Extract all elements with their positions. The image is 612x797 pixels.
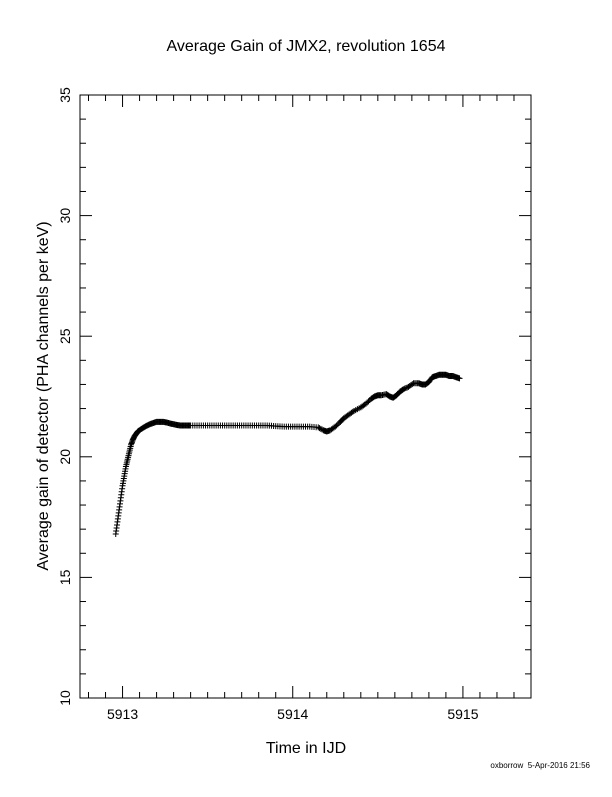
data-point xyxy=(402,385,409,392)
axis-tick-labels: 5913 5914 5915 10 15 20 25 30 35 xyxy=(57,87,479,722)
x-tick-label: 5915 xyxy=(447,706,478,722)
data-point xyxy=(400,386,407,393)
data-point xyxy=(401,385,408,392)
data-point xyxy=(409,381,416,388)
x-tick-label: 5914 xyxy=(277,706,308,722)
y-tick-label: 25 xyxy=(57,328,73,344)
data-point xyxy=(317,425,324,432)
data-point xyxy=(456,375,463,382)
data-point xyxy=(315,424,322,431)
y-tick-label: 15 xyxy=(57,569,73,585)
y-tick-label: 10 xyxy=(57,690,73,706)
chart-title: Average Gain of JMX2, revolution 1654 xyxy=(167,38,446,55)
y-tick-label: 30 xyxy=(57,208,73,224)
data-point xyxy=(316,425,323,432)
plot-frame xyxy=(79,94,532,699)
footer-timestamp: oxborrow 5-Apr-2016 21:56 xyxy=(490,761,590,770)
data-points xyxy=(112,371,463,537)
y-tick-label: 20 xyxy=(57,449,73,465)
y-tick-label: 35 xyxy=(57,87,73,103)
x-axis-label: Time in IJD xyxy=(266,740,346,757)
axis-ticks xyxy=(80,94,532,699)
x-tick-label: 5913 xyxy=(107,706,138,722)
y-axis-label: Average gain of detector (PHA channels p… xyxy=(35,221,52,570)
